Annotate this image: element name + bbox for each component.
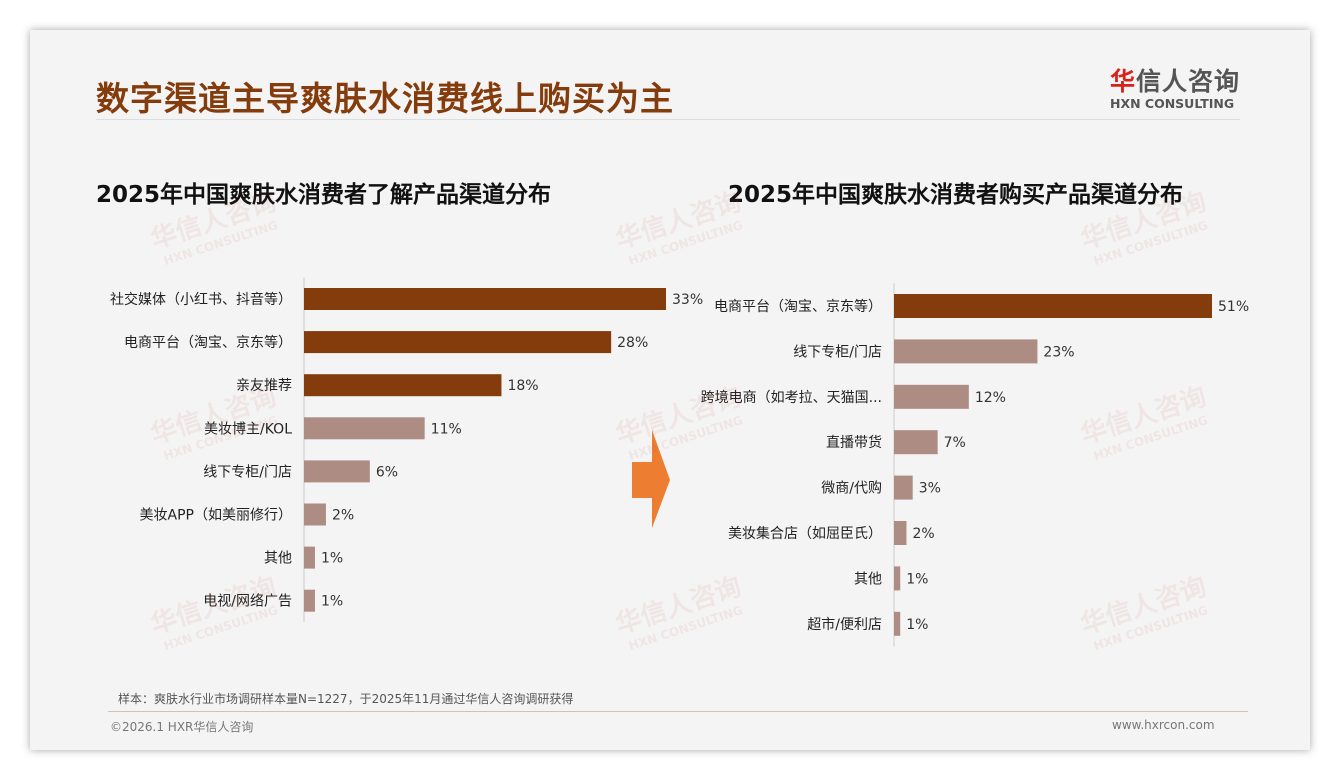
bar	[894, 566, 901, 591]
slide: 数字渠道主导爽肤水消费线上购买为主 华信人咨询 HXN CONSULTING 2…	[30, 30, 1310, 750]
category-label: 线下专柜/门店	[203, 464, 292, 480]
logo-mark: 华	[1110, 67, 1137, 96]
category-label: 美妆集合店（如屈臣氏）	[728, 525, 882, 542]
bar	[304, 288, 666, 310]
category-label: 社交媒体（小红书、抖音等）	[110, 291, 292, 308]
value-label: 1%	[906, 571, 928, 587]
category-label: 电视/网络广告	[203, 594, 292, 610]
bar	[894, 611, 901, 636]
bar	[304, 331, 612, 354]
category-label: 超市/便利店	[807, 616, 882, 633]
logo-name: 信人咨询	[1136, 67, 1241, 96]
bar	[894, 430, 938, 455]
value-label: 12%	[975, 390, 1006, 406]
bar	[894, 521, 907, 545]
page-title: 数字渠道主导爽肤水消费线上购买为主	[96, 79, 674, 118]
category-label: 美妆博主/KOL	[204, 420, 292, 437]
website-url: www.hxrcon.com	[1112, 718, 1215, 732]
category-label: 亲友推荐	[236, 378, 292, 394]
sample-note: 样本：爽肤水行业市场调研样本量N=1227，于2025年11月通过华信人咨询调研…	[118, 692, 574, 706]
copyright: ©2026.1 HXR华信人咨询	[110, 720, 254, 734]
arrow-right-icon	[632, 430, 670, 528]
category-label: 线下专柜/门店	[793, 344, 882, 360]
logo-en: HXN CONSULTING	[1110, 96, 1235, 111]
left-chart-title: 2025年中国爽肤水消费者了解产品渠道分布	[96, 182, 552, 208]
value-label: 51%	[1218, 299, 1249, 315]
category-label: 电商平台（淘宝、京东等）	[124, 334, 292, 351]
value-label: 1%	[321, 551, 343, 567]
bar	[304, 417, 425, 440]
bar	[894, 384, 969, 409]
value-label: 11%	[431, 421, 462, 437]
title-divider	[96, 119, 1240, 120]
value-label: 18%	[507, 378, 538, 394]
value-label: 2%	[912, 526, 934, 542]
category-label: 其他	[264, 551, 292, 567]
bar	[894, 294, 1212, 318]
category-label: 美妆APP（如美丽修行）	[140, 508, 292, 524]
value-label: 33%	[672, 292, 703, 308]
category-label: 微商/代购	[821, 481, 882, 497]
bar	[894, 475, 913, 500]
bar	[304, 503, 326, 526]
value-label: 1%	[321, 594, 343, 610]
footer-divider	[108, 711, 1248, 712]
value-label: 7%	[944, 435, 966, 451]
bar	[304, 589, 315, 612]
right-chart-title: 2025年中国爽肤水消费者购买产品渠道分布	[728, 182, 1184, 208]
bar	[304, 374, 502, 397]
category-label: 电商平台（淘宝、京东等）	[714, 298, 882, 315]
bar	[304, 546, 315, 569]
category-label: 直播带货	[826, 434, 882, 451]
bar	[894, 339, 1038, 364]
value-label: 23%	[1043, 344, 1074, 360]
value-label: 28%	[617, 335, 648, 351]
category-label: 跨境电商（如考拉、天猫国...	[701, 390, 882, 406]
brand-logo: 华信人咨询 HXN CONSULTING	[1110, 62, 1240, 111]
value-label: 2%	[332, 508, 354, 524]
bar	[304, 460, 370, 483]
value-label: 6%	[376, 464, 398, 480]
value-label: 3%	[919, 481, 941, 497]
category-label: 其他	[854, 571, 882, 587]
value-label: 1%	[906, 617, 928, 633]
